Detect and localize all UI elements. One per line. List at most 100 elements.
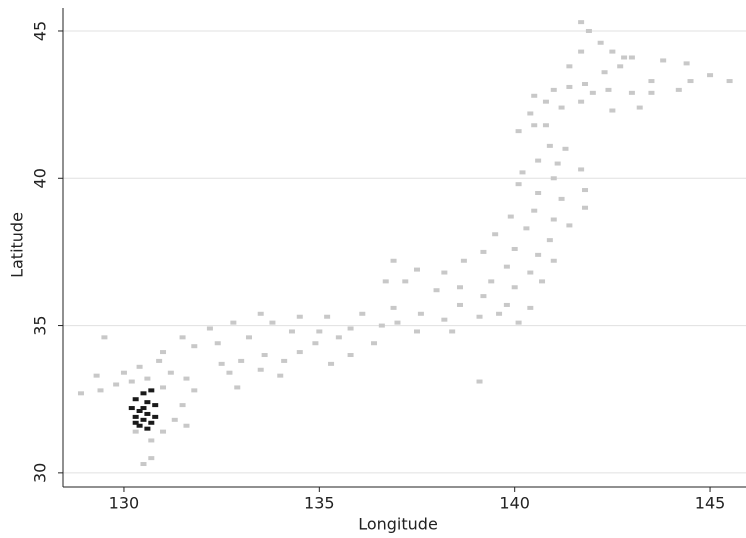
point	[148, 388, 155, 393]
point	[183, 376, 190, 381]
point	[238, 358, 245, 363]
point	[261, 353, 268, 358]
point	[140, 391, 147, 396]
point	[296, 350, 303, 355]
point	[156, 358, 163, 363]
point	[93, 373, 100, 378]
point	[675, 87, 682, 92]
point	[179, 335, 186, 340]
point	[144, 376, 151, 381]
point	[601, 70, 608, 75]
point	[660, 58, 667, 63]
point	[132, 420, 139, 425]
point	[441, 317, 448, 322]
point	[492, 232, 499, 237]
point	[648, 79, 655, 84]
point	[414, 267, 421, 272]
point	[456, 285, 463, 290]
point	[148, 420, 155, 425]
point	[312, 341, 319, 346]
point	[148, 438, 155, 443]
x-tick-label: 145	[695, 494, 726, 513]
point	[179, 403, 186, 408]
point	[550, 176, 557, 181]
point	[191, 388, 198, 393]
point	[140, 417, 147, 422]
point	[578, 49, 585, 54]
point	[281, 358, 288, 363]
point	[257, 311, 264, 316]
point	[390, 305, 397, 310]
point	[515, 320, 522, 325]
point	[566, 84, 573, 89]
point	[449, 329, 456, 334]
point	[226, 370, 233, 375]
point	[515, 129, 522, 134]
point	[245, 335, 252, 340]
point	[507, 214, 514, 219]
point	[539, 279, 546, 284]
point	[144, 426, 151, 431]
point	[347, 353, 354, 358]
point	[152, 403, 159, 408]
point	[128, 406, 135, 411]
point	[527, 305, 534, 310]
point	[707, 73, 714, 78]
point	[296, 314, 303, 319]
point	[148, 456, 155, 461]
point	[562, 146, 569, 151]
point	[328, 361, 335, 366]
point	[476, 379, 483, 384]
point	[628, 55, 635, 60]
point	[277, 373, 284, 378]
point	[531, 93, 538, 98]
point	[402, 279, 409, 284]
point	[456, 302, 463, 307]
point	[535, 252, 542, 257]
point	[546, 238, 553, 243]
point	[144, 400, 151, 405]
point	[488, 279, 495, 284]
point	[683, 61, 690, 66]
point	[621, 55, 628, 60]
point	[597, 40, 604, 45]
point	[113, 382, 120, 387]
point	[132, 397, 139, 402]
point	[546, 143, 553, 148]
point	[441, 270, 448, 275]
point	[558, 105, 565, 110]
point	[152, 414, 159, 419]
point	[589, 90, 596, 95]
point	[636, 105, 643, 110]
point	[503, 264, 510, 269]
point	[167, 370, 174, 375]
point	[414, 329, 421, 334]
point	[566, 64, 573, 69]
point	[101, 335, 108, 340]
point	[648, 90, 655, 95]
point	[726, 79, 733, 84]
point	[582, 205, 589, 210]
point	[136, 408, 143, 413]
point	[191, 344, 198, 349]
point	[335, 335, 342, 340]
point	[160, 429, 167, 434]
point	[550, 87, 557, 92]
point	[617, 64, 624, 69]
point	[269, 320, 276, 325]
point	[476, 314, 483, 319]
point	[230, 320, 237, 325]
point	[183, 423, 190, 428]
point	[609, 108, 616, 113]
point	[140, 462, 147, 467]
point	[535, 158, 542, 163]
y-tick-label: 30	[31, 463, 50, 483]
point	[378, 323, 385, 328]
point	[582, 188, 589, 193]
point	[120, 370, 127, 375]
point	[77, 391, 84, 396]
point	[324, 314, 331, 319]
point	[171, 417, 178, 422]
point	[97, 388, 104, 393]
